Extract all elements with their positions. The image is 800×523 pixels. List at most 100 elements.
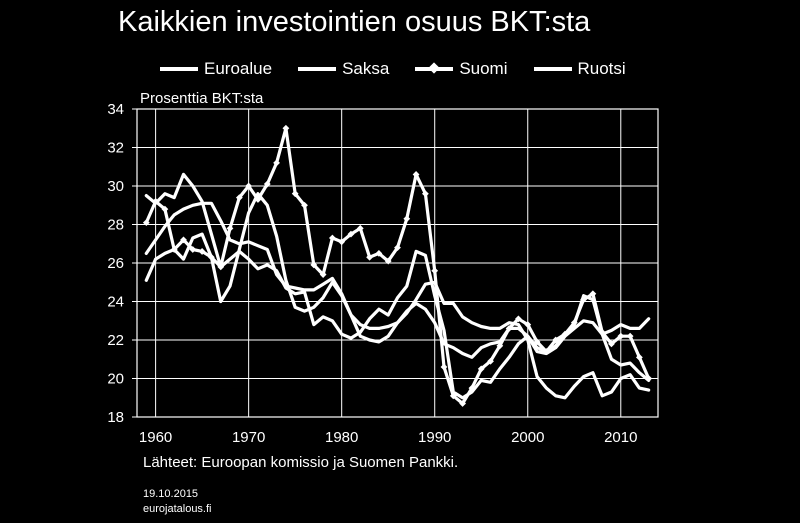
data-point-saksa xyxy=(266,204,269,207)
data-point-saksa xyxy=(378,341,380,343)
data-point-suomi xyxy=(356,224,364,232)
data-point-saksa xyxy=(536,375,538,378)
data-point-suomi xyxy=(263,180,271,188)
data-point-ruotsi xyxy=(508,356,510,359)
data-point-saksa xyxy=(638,387,641,389)
data-point-saksa xyxy=(415,298,417,301)
data-point-saksa xyxy=(443,302,445,305)
data-point-saksa xyxy=(229,285,231,287)
data-point-saksa xyxy=(601,395,603,397)
data-point-saksa xyxy=(471,321,473,324)
data-point-euroalue xyxy=(573,327,576,330)
data-point-euroalue xyxy=(619,364,622,366)
data-point-suomi xyxy=(412,171,420,178)
data-point-ruotsi xyxy=(396,296,399,299)
data-point-saksa xyxy=(406,312,408,314)
data-point-suomi xyxy=(487,357,494,365)
data-point-ruotsi xyxy=(619,323,622,326)
data-point-saksa xyxy=(592,371,594,374)
data-point-saksa xyxy=(564,396,566,399)
data-point-saksa xyxy=(294,306,296,309)
y-tick-label: 26 xyxy=(107,255,124,272)
data-point-ruotsi xyxy=(275,269,278,272)
data-point-ruotsi xyxy=(554,344,557,347)
data-point-saksa xyxy=(257,192,259,195)
data-point-ruotsi xyxy=(582,294,585,297)
data-point-euroalue xyxy=(368,327,371,330)
data-point-saksa xyxy=(154,258,157,260)
legend-swatch-line xyxy=(533,67,572,71)
data-point-ruotsi xyxy=(424,254,427,257)
data-point-suomi xyxy=(338,238,346,246)
y-tick-label: 30 xyxy=(107,178,124,195)
data-point-saksa xyxy=(554,395,557,397)
data-point-suomi xyxy=(496,342,504,350)
data-point-suomi xyxy=(208,253,215,261)
data-point-euroalue xyxy=(182,208,185,210)
data-point-euroalue xyxy=(322,283,324,285)
data-point-suomi xyxy=(180,236,187,244)
legend-swatch-line xyxy=(160,67,198,71)
data-point-suomi xyxy=(431,267,439,275)
data-point-euroalue xyxy=(592,321,594,324)
y-axis-ticks: 18 20 22 24 26 28 30 32 34 xyxy=(107,101,137,426)
data-point-saksa xyxy=(461,316,464,318)
data-point-ruotsi xyxy=(517,343,520,345)
data-point-saksa xyxy=(201,233,203,235)
data-point-euroalue xyxy=(173,214,176,216)
data-point-ruotsi xyxy=(415,250,417,253)
data-point-saksa xyxy=(582,375,585,378)
data-point-ruotsi xyxy=(145,194,148,197)
legend-item-saksa: Saksa xyxy=(298,59,389,79)
data-point-euroalue xyxy=(257,244,259,247)
data-point-suomi xyxy=(505,325,513,332)
data-point-saksa xyxy=(322,296,324,299)
data-point-euroalue xyxy=(536,350,538,353)
data-point-saksa xyxy=(573,385,576,388)
data-point-ruotsi xyxy=(443,329,445,332)
data-point-euroalue xyxy=(312,289,315,291)
data-point-euroalue xyxy=(471,356,473,359)
data-point-ruotsi xyxy=(629,327,631,330)
data-point-euroalue xyxy=(229,239,231,241)
data-point-ruotsi xyxy=(461,396,464,399)
legend-swatch-line-marker xyxy=(415,62,454,74)
data-point-saksa xyxy=(452,302,455,305)
legend-swatch-line xyxy=(298,67,337,71)
data-point-euroalue xyxy=(387,325,389,328)
data-point-saksa xyxy=(275,235,278,237)
data-point-ruotsi xyxy=(638,327,641,330)
data-point-suomi xyxy=(235,194,243,201)
y-tick-label: 22 xyxy=(107,332,124,349)
data-point-euroalue xyxy=(461,352,464,355)
x-tick-label: 1970 xyxy=(232,429,265,446)
data-point-ruotsi xyxy=(303,291,306,293)
data-point-suomi xyxy=(422,190,429,198)
data-point-ruotsi xyxy=(601,333,603,336)
y-tick-label: 28 xyxy=(107,217,124,234)
data-point-euroalue xyxy=(480,346,483,349)
data-point-saksa xyxy=(424,283,427,285)
site-label: eurojatalous.fi xyxy=(143,503,212,515)
data-point-euroalue xyxy=(489,343,492,345)
data-point-ruotsi xyxy=(247,258,250,260)
data-point-saksa xyxy=(499,327,501,330)
data-point-suomi xyxy=(142,219,150,226)
data-point-euroalue xyxy=(424,308,427,311)
data-point-ruotsi xyxy=(322,316,324,318)
date-label: 19.10.2015 xyxy=(143,488,199,500)
data-point-ruotsi xyxy=(471,391,473,393)
legend-item-ruotsi: Ruotsi xyxy=(533,59,626,79)
data-point-ruotsi xyxy=(387,314,389,316)
data-point-ruotsi xyxy=(499,368,501,370)
data-point-ruotsi xyxy=(312,323,315,326)
y-tick-label: 18 xyxy=(107,409,124,426)
data-point-euroalue xyxy=(415,302,417,305)
data-point-ruotsi xyxy=(285,287,287,289)
data-point-euroalue xyxy=(219,219,222,222)
data-point-ruotsi xyxy=(350,337,352,339)
data-point-saksa xyxy=(517,323,520,326)
data-point-euroalue xyxy=(638,371,641,374)
data-point-saksa xyxy=(629,373,631,376)
data-point-saksa xyxy=(489,327,492,330)
